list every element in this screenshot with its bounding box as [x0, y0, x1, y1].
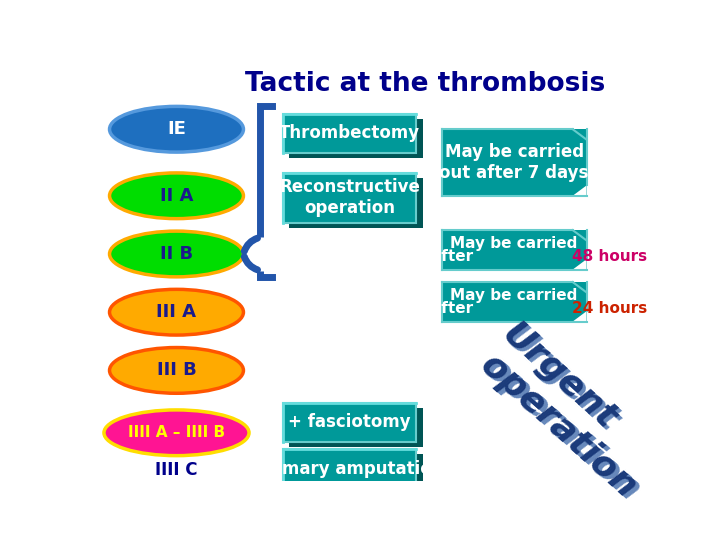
Text: III A: III A [156, 303, 197, 321]
Text: Tactic at the thrombosis: Tactic at the thrombosis [245, 71, 605, 97]
Text: IIII C: IIII C [156, 461, 198, 479]
Text: Urgent: Urgent [499, 320, 626, 439]
FancyBboxPatch shape [441, 129, 587, 196]
Text: May be carried: May be carried [451, 288, 577, 303]
Text: out after: out after [397, 248, 478, 264]
Ellipse shape [109, 173, 243, 219]
Polygon shape [572, 185, 587, 196]
FancyBboxPatch shape [441, 282, 587, 321]
Ellipse shape [109, 231, 243, 277]
Text: II B: II B [160, 245, 193, 263]
FancyBboxPatch shape [282, 403, 416, 442]
FancyBboxPatch shape [289, 178, 423, 228]
Text: + fasciotomy: + fasciotomy [288, 414, 411, 431]
Text: Primary amputation: Primary amputation [256, 460, 444, 478]
Ellipse shape [104, 410, 249, 456]
Ellipse shape [109, 348, 243, 393]
Polygon shape [572, 259, 587, 269]
Text: IIII A – IIII B: IIII A – IIII B [128, 426, 225, 440]
FancyBboxPatch shape [282, 173, 416, 223]
FancyBboxPatch shape [289, 119, 423, 158]
Text: Urgent: Urgent [495, 317, 622, 436]
Text: out after: out after [397, 301, 478, 315]
Text: III B: III B [157, 361, 197, 380]
Text: 24 hours: 24 hours [572, 301, 647, 315]
Text: Thrombectomy: Thrombectomy [279, 124, 420, 143]
FancyBboxPatch shape [282, 449, 416, 489]
Text: Reconstructive
operation: Reconstructive operation [279, 178, 420, 217]
Text: operation: operation [478, 350, 647, 508]
FancyBboxPatch shape [282, 113, 416, 153]
Text: II A: II A [160, 187, 193, 205]
Ellipse shape [109, 289, 243, 335]
Text: operation: operation [474, 348, 644, 505]
FancyBboxPatch shape [289, 408, 423, 447]
FancyBboxPatch shape [441, 230, 587, 269]
Text: 48 hours: 48 hours [572, 248, 647, 264]
Text: IE: IE [167, 120, 186, 138]
Ellipse shape [109, 106, 243, 152]
Text: May be carried
out after 7 days: May be carried out after 7 days [439, 143, 589, 182]
Polygon shape [572, 311, 587, 321]
Text: May be carried: May be carried [451, 236, 577, 251]
FancyBboxPatch shape [289, 454, 423, 494]
